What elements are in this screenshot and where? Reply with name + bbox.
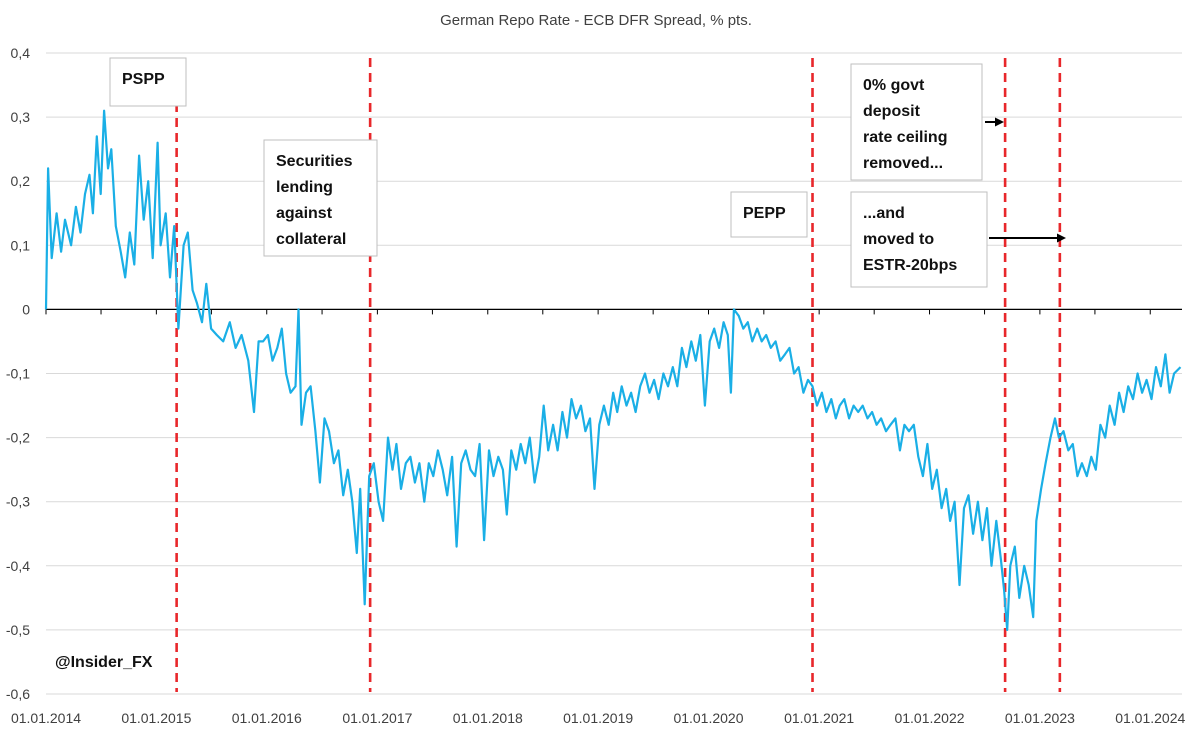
- annotation-securities-lending: Securities lending against collateral: [263, 139, 378, 257]
- watermark: @Insider_FX: [55, 654, 153, 671]
- x-tick-label: 01.01.2014: [11, 710, 81, 726]
- x-tick-label: 01.01.2023: [1005, 710, 1075, 726]
- annotation-text: ESTR-20bps: [863, 257, 957, 274]
- annotation-text: removed...: [863, 155, 943, 172]
- annotation-box: [850, 191, 988, 288]
- y-tick-label: 0,2: [11, 173, 31, 189]
- x-tick-label: 01.01.2017: [342, 710, 412, 726]
- annotation-box: [730, 191, 808, 238]
- x-tick-label: 01.01.2021: [784, 710, 854, 726]
- annotation-text: rate ceiling: [863, 129, 947, 146]
- x-tick-label: 01.01.2022: [894, 710, 964, 726]
- y-tick-label: 0,4: [11, 45, 31, 61]
- x-tick-label: 01.01.2015: [121, 710, 191, 726]
- chart-title: German Repo Rate - ECB DFR Spread, % pts…: [440, 12, 752, 29]
- annotation-text: against: [276, 205, 333, 222]
- y-tick-label: -0,6: [6, 686, 30, 702]
- y-tick-label: -0,5: [6, 622, 30, 638]
- x-tick-label: 01.01.2016: [232, 710, 302, 726]
- x-tick-label: 01.01.2020: [673, 710, 743, 726]
- y-tick-label: 0,3: [11, 109, 31, 125]
- series: [44, 109, 1182, 631]
- annotation-ceiling-removed: 0% govt deposit rate ceiling removed...: [850, 63, 983, 181]
- y-tick-label: -0,4: [6, 558, 30, 574]
- annotation-text: deposit: [863, 103, 921, 120]
- y-tick-label: -0,1: [6, 366, 30, 382]
- annotation-text: lending: [276, 179, 333, 196]
- annotation-text: moved to: [863, 231, 934, 248]
- annotation-pspp: PSPP: [109, 57, 187, 107]
- x-tick-label: 01.01.2018: [453, 710, 523, 726]
- arrow-icon: [989, 233, 1066, 243]
- annotation-box: [263, 139, 378, 257]
- annotation-box: [109, 57, 187, 107]
- annotations: PSPP Securities lending against collateral PE…: [109, 57, 1066, 288]
- x-tick-label: 01.01.2019: [563, 710, 633, 726]
- arrow-icon: [985, 117, 1004, 127]
- annotation-text: PEPP: [743, 205, 786, 222]
- y-axis-ticks: 0,4 0,3 0,2 0,1 0 -0,1 -0,2 -0,3 -0,4 -0,5 -0,6: [6, 45, 30, 702]
- annotation-text: PSPP: [122, 71, 165, 88]
- annotation-text: collateral: [276, 231, 346, 248]
- annotation-text: Securities: [276, 153, 353, 170]
- annotation-estr: ...and moved to ESTR-20bps: [850, 191, 988, 288]
- series-line: [44, 109, 1182, 631]
- x-tick-label: 01.01.2024: [1115, 710, 1185, 726]
- y-tick-label: 0: [22, 301, 30, 317]
- x-axis-ticks: 01.01.2014 01.01.2015 01.01.2016 01.01.2017…: [11, 710, 1186, 726]
- gridlines: [46, 52, 1182, 695]
- y-tick-label: -0,2: [6, 430, 30, 446]
- annotation-text: 0% govt: [863, 77, 925, 94]
- y-tick-label: 0,1: [11, 237, 31, 253]
- annotation-box: [850, 63, 983, 181]
- annotation-text: ...and: [863, 205, 905, 222]
- annotation-pepp: PEPP: [730, 191, 808, 238]
- zero-axis: [45, 308, 1182, 315]
- y-tick-label: -0,3: [6, 494, 30, 510]
